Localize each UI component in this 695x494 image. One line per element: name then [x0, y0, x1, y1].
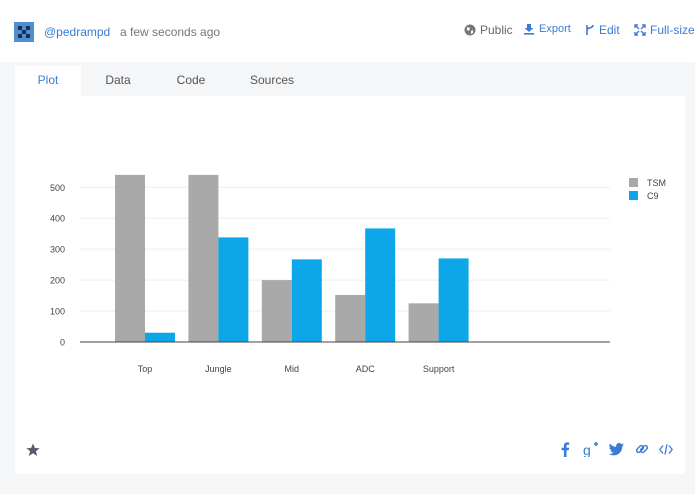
x-tick-label: Top — [138, 364, 153, 374]
y-tick-label: 500 — [50, 183, 65, 193]
export-label: Export — [539, 23, 571, 35]
fullsize-button[interactable]: Full-size — [634, 23, 695, 37]
bar-tsm-support — [408, 303, 439, 342]
bar-c9-jungle — [218, 237, 249, 342]
legend-label-tsm: TSM — [647, 178, 666, 188]
tab-plot[interactable]: Plot — [15, 66, 81, 96]
x-tick-label: ADC — [356, 364, 376, 374]
star-icon[interactable] — [26, 443, 40, 457]
svg-text:g: g — [583, 442, 591, 457]
y-tick-label: 0 — [60, 338, 65, 348]
timestamp: a few seconds ago — [120, 25, 221, 39]
plot-panel: 0 100 200 300 400 500 Top Jungle Mid ADC Support TS… — [15, 96, 685, 474]
x-tick-label: Support — [423, 364, 455, 374]
bar-tsm-adc — [335, 294, 366, 342]
google-plus-icon[interactable]: g — [583, 441, 599, 457]
edit-label: Edit — [599, 23, 620, 37]
y-tick-label: 200 — [50, 276, 65, 286]
globe-icon — [464, 24, 476, 36]
x-tick-label: Mid — [285, 364, 300, 374]
top-bar: @pedrampd a few seconds ago Public Expor… — [0, 0, 695, 62]
download-icon — [524, 24, 534, 35]
legend-label-c9: C9 — [647, 191, 659, 201]
bar-tsm-top — [115, 174, 145, 342]
x-tick-label: Jungle — [205, 364, 232, 374]
embed-code-icon[interactable] — [659, 444, 673, 455]
bar-c9-top — [145, 332, 175, 342]
public-label: Public — [480, 23, 513, 37]
expand-icon — [634, 24, 646, 36]
y-tick-label: 400 — [50, 214, 65, 224]
view-tabs: Plot Data Code Sources — [15, 66, 685, 96]
bar-chart: 0 100 200 300 400 500 Top Jungle Mid ADC Support TS… — [50, 174, 666, 374]
tab-data[interactable]: Data — [105, 73, 131, 87]
export-button[interactable]: Export — [523, 23, 571, 35]
twitter-icon[interactable] — [609, 443, 624, 456]
bar-c9-support — [438, 258, 469, 342]
bar-tsm-mid — [261, 280, 292, 342]
bar-tsm-jungle — [188, 174, 219, 342]
bar-c9-adc — [365, 228, 396, 342]
username-link[interactable]: @pedrampd — [44, 25, 111, 39]
bar-c9-mid — [291, 259, 322, 342]
facebook-icon[interactable] — [560, 442, 570, 457]
public-indicator[interactable]: Public — [464, 23, 513, 37]
link-icon[interactable] — [635, 442, 649, 456]
legend-swatch-tsm — [629, 178, 638, 187]
user-avatar[interactable] — [14, 22, 34, 42]
y-tick-label: 100 — [50, 307, 65, 317]
fullsize-label: Full-size — [650, 23, 695, 37]
tab-code[interactable]: Code — [176, 73, 206, 87]
edit-button[interactable]: Edit — [585, 23, 620, 37]
legend-swatch-c9 — [629, 191, 638, 200]
y-tick-label: 300 — [50, 245, 65, 255]
fork-icon — [586, 24, 594, 35]
tab-sources[interactable]: Sources — [249, 73, 295, 87]
